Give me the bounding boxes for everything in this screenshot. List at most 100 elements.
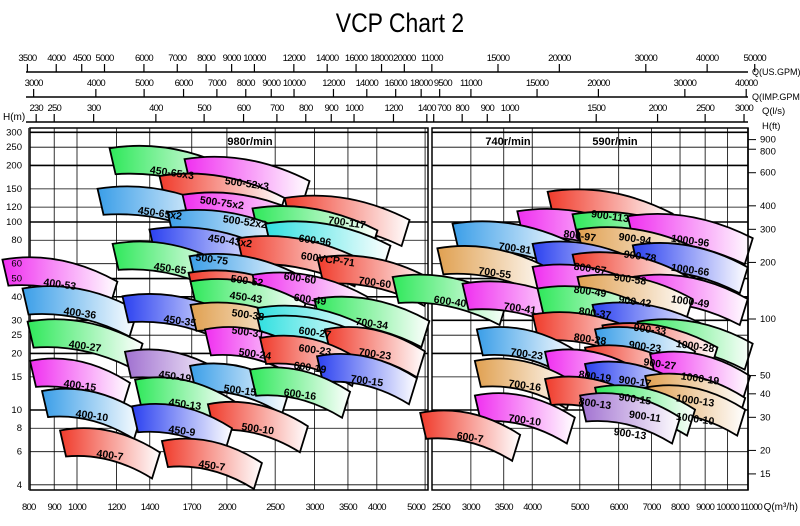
top-axis-label: 16000 bbox=[345, 53, 368, 64]
pump-label-group: 500-31 bbox=[231, 324, 265, 340]
pump-label: 500-31 bbox=[231, 324, 265, 340]
top-axis-label: 16000 bbox=[384, 78, 407, 89]
pump-region bbox=[21, 285, 139, 338]
pump-label-group: 600-27 bbox=[298, 325, 332, 341]
x-tick-label: 2500 bbox=[266, 502, 284, 513]
pump-label-group: 1000-13 bbox=[675, 392, 715, 409]
top-axis-label: 9000 bbox=[223, 53, 241, 64]
pump-label: 400-7 bbox=[96, 448, 124, 464]
pump-region bbox=[419, 409, 522, 463]
pump-label: 400-36 bbox=[63, 305, 97, 321]
top-axis-label: 800 bbox=[455, 103, 469, 114]
pump-label-group: 400-10 bbox=[75, 408, 109, 424]
pump-label: 600-16 bbox=[283, 387, 317, 403]
y-tick-label: 25 bbox=[11, 330, 22, 341]
speed-label: 740r/min bbox=[485, 136, 531, 148]
top-axis-label: 20000 bbox=[587, 78, 610, 89]
pump-label: 600-27 bbox=[298, 325, 332, 341]
top-axis-label: 5000 bbox=[135, 78, 153, 89]
pump-label: 900-113 bbox=[590, 208, 629, 225]
y-ft-tick-label: 800 bbox=[760, 147, 776, 158]
pump-label: 800-37 bbox=[578, 305, 612, 321]
pump-label: 450-35 bbox=[163, 313, 197, 329]
pump-label: 450-9 bbox=[168, 423, 196, 439]
pump-label-group: 500-15 bbox=[223, 383, 257, 399]
y-tick-label: 50 bbox=[11, 274, 22, 285]
pump-label-group: 450-7 bbox=[198, 458, 226, 474]
top-axis-label: 1400 bbox=[418, 103, 436, 114]
pump-label-group: 900-113 bbox=[590, 208, 629, 225]
pump-band-layer bbox=[1, 144, 754, 491]
pump-label: 900-94 bbox=[618, 231, 652, 247]
x-axis-title: Q(m³/h) bbox=[764, 502, 798, 513]
pump-label-group: 700-60 bbox=[358, 275, 392, 291]
top-axis-label: 1500 bbox=[587, 103, 605, 114]
pump-label-group: 700-117 bbox=[327, 214, 366, 231]
pump-label-group: 800-49 bbox=[573, 284, 607, 300]
pump-band-400-36 bbox=[21, 285, 139, 338]
pump-band-700-10 bbox=[473, 392, 576, 445]
top-axis-label: 15000 bbox=[526, 78, 549, 89]
top-axis-label: 18000 bbox=[370, 53, 393, 64]
top-axis-label: 50000 bbox=[744, 53, 767, 64]
top-axis-label: 1000 bbox=[345, 103, 363, 114]
pump-label: 900-17 bbox=[618, 374, 652, 390]
pump-label-group: 1000-19 bbox=[680, 370, 720, 387]
pump-label: 1000-10 bbox=[675, 411, 715, 428]
top-axis-label: 900 bbox=[325, 103, 339, 114]
pump-label: 500-38 bbox=[231, 307, 265, 323]
pump-label-group: 450-19 bbox=[158, 369, 192, 385]
top-axis-label: 4000 bbox=[47, 53, 65, 64]
pump-label-group: 600-16 bbox=[283, 387, 317, 403]
top-axis-label: 2500 bbox=[696, 103, 714, 114]
pump-label-group: 700-23 bbox=[510, 346, 544, 362]
pump-label: 1000-28 bbox=[675, 338, 715, 355]
pump-label-group: 900-17 bbox=[618, 374, 652, 390]
top-axis-label: 15000 bbox=[487, 53, 510, 64]
pump-label-group: 1000-10 bbox=[675, 411, 715, 428]
pump-label: 600-7 bbox=[456, 430, 484, 446]
x-tick-label: 1200 bbox=[107, 502, 125, 513]
top-axis-label: 30000 bbox=[674, 78, 697, 89]
x-tick-label: 5000 bbox=[407, 502, 425, 513]
y-tick-label: 6 bbox=[17, 447, 22, 458]
y-tick-label: 150 bbox=[6, 184, 22, 195]
top-axis-label: 1000 bbox=[501, 103, 519, 114]
top-axis-label: 18000 bbox=[410, 78, 433, 89]
y-tick-label: 30 bbox=[11, 315, 22, 326]
pump-label-group: 800-67 bbox=[573, 261, 607, 277]
pump-label-group: 1000-49 bbox=[670, 293, 710, 310]
pump-label: 450-65 bbox=[153, 261, 187, 277]
pump-label-group: 450-43 bbox=[229, 290, 263, 306]
pump-label-group: 800-13 bbox=[578, 396, 612, 412]
top-axis-label: 6000 bbox=[175, 78, 193, 89]
top-axis-label: 5000 bbox=[96, 53, 114, 64]
pump-label: 450-13 bbox=[168, 396, 202, 412]
y-ft-tick-label: 200 bbox=[760, 257, 776, 268]
x-tick-label: 3500 bbox=[339, 502, 357, 513]
pump-label: 450-43 bbox=[229, 290, 263, 306]
x-tick-label: 3000 bbox=[462, 502, 480, 513]
pump-label: 900-58 bbox=[613, 271, 647, 287]
x-tick-label: 10000 bbox=[716, 502, 739, 513]
pump-label: 500-15 bbox=[223, 383, 257, 399]
pump-label-group: 500-75 bbox=[195, 251, 229, 267]
y-ft-tick-label: 300 bbox=[760, 224, 776, 235]
y-ft-tick-label: 15 bbox=[760, 469, 771, 480]
pump-label: 800-49 bbox=[573, 284, 607, 300]
top-axis-label: 20000 bbox=[548, 53, 571, 64]
pump-label-group: 900-15 bbox=[618, 391, 652, 407]
pump-label: 900-15 bbox=[618, 391, 652, 407]
top-axis-label: 8000 bbox=[237, 78, 255, 89]
pump-band-450-7 bbox=[160, 437, 263, 491]
pump-label: 1000-66 bbox=[670, 262, 710, 279]
top-axis-label: 7000 bbox=[208, 78, 226, 89]
x-tick-label: 900 bbox=[47, 502, 61, 513]
y-tick-label: 100 bbox=[6, 217, 22, 228]
pump-label: 700-55 bbox=[478, 265, 512, 281]
pump-label-group: 600-49 bbox=[293, 292, 327, 308]
top-axis-label: 4500 bbox=[73, 53, 91, 64]
pump-band-900-13 bbox=[579, 392, 682, 445]
top-axis-label: 3500 bbox=[18, 53, 36, 64]
top-axis-label: 3000 bbox=[25, 78, 43, 89]
